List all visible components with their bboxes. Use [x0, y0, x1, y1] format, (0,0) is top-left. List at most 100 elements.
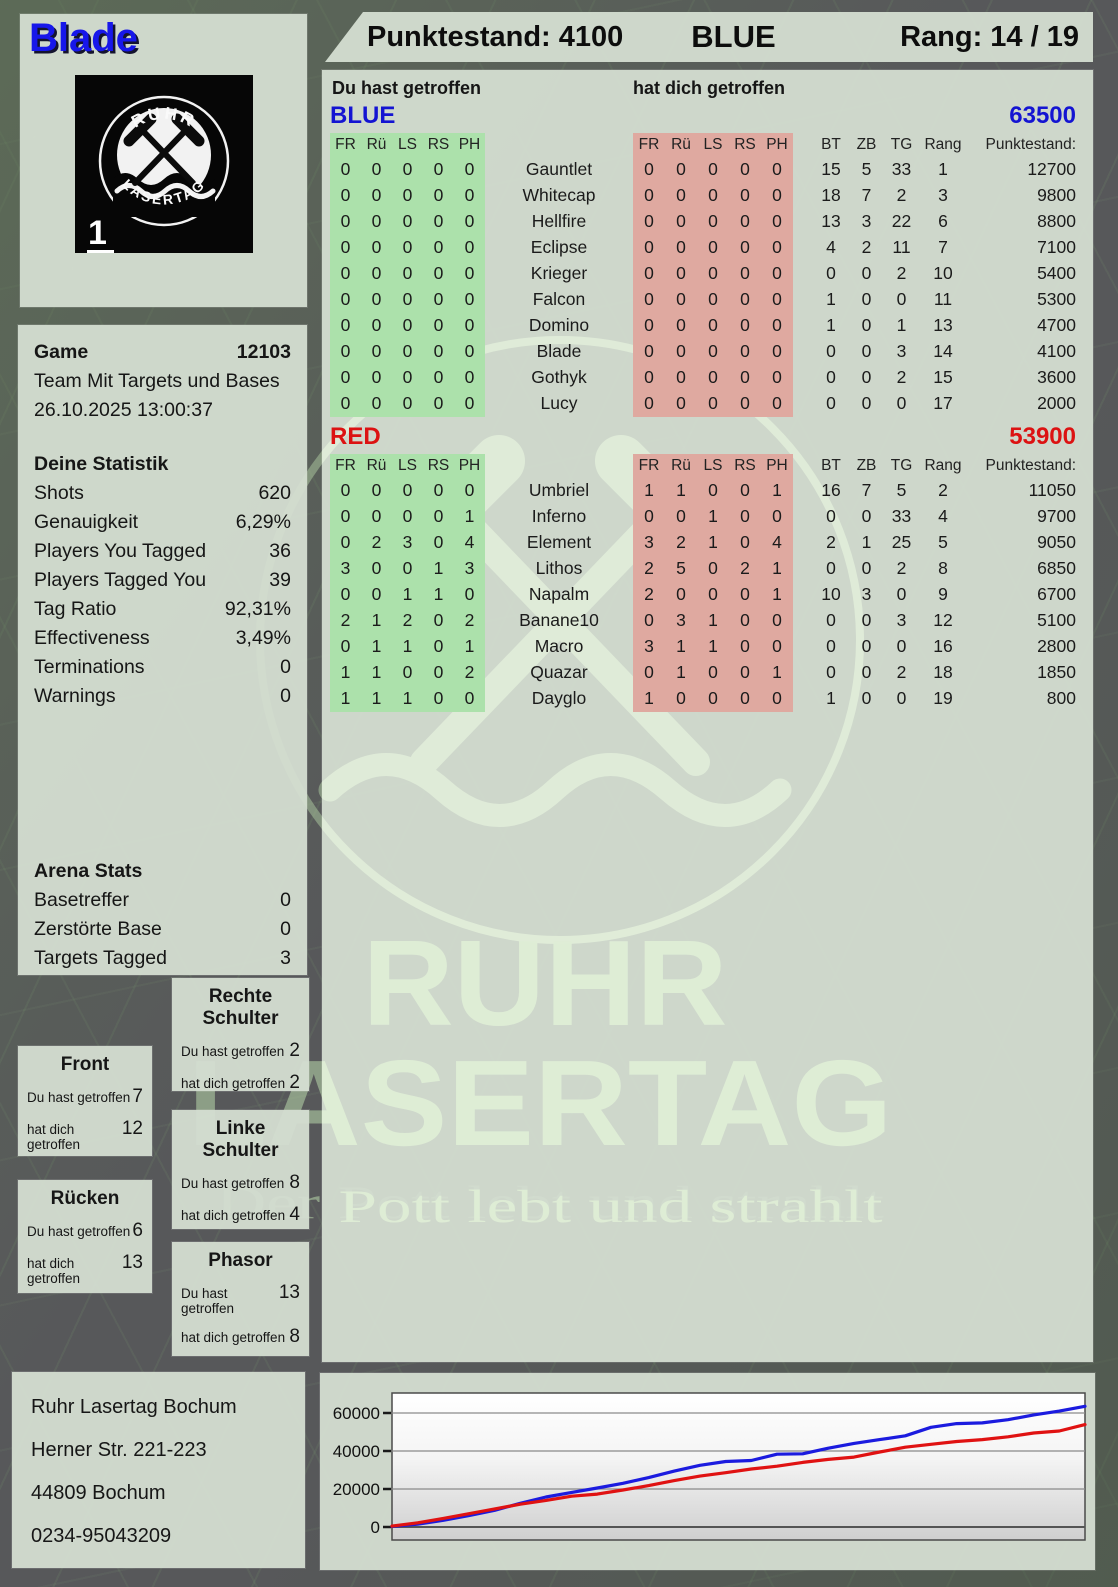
hit-you-cell: 0	[729, 287, 761, 313]
team-score-row: RED 53900	[322, 423, 1093, 454]
you-hit-cell: 0	[330, 183, 361, 209]
tg-cell: 33	[891, 506, 912, 527]
punktestand-cell: 5300	[1037, 289, 1076, 310]
arena-label: Targets Tagged	[34, 947, 167, 969]
punktestand-cell: 11050	[1028, 480, 1076, 501]
hit-you-cell: 3	[633, 530, 665, 556]
tg-cell: 2	[896, 185, 907, 206]
tg-cell: 2	[896, 263, 907, 284]
team-total: 53900	[1009, 423, 1076, 450]
hit-you-cell: 0	[633, 339, 665, 365]
col-header-stat: ZB	[856, 136, 877, 154]
zb-cell: 3	[861, 584, 872, 605]
hit-you-cell: 0	[729, 209, 761, 235]
rang-cell: 1	[938, 159, 948, 180]
you-hit-cell: 2	[361, 530, 392, 556]
hit-you-cell: 0	[761, 287, 793, 313]
tg-cell: 11	[892, 237, 911, 258]
hit-you-cell: 4	[761, 530, 793, 556]
you-hit-cell: 0	[454, 287, 485, 313]
you-hit-cell: 0	[423, 504, 454, 530]
you-hit-cell: 0	[423, 287, 454, 313]
hit-you-cell: 0	[633, 365, 665, 391]
punktestand-cell: 2000	[1037, 393, 1076, 414]
hitbox-value: 12	[121, 1118, 143, 1139]
you-hit-cell: 0	[454, 391, 485, 417]
pad	[322, 454, 330, 478]
rang-cell: 9	[938, 584, 948, 605]
hitbox-title: Linke Schulter	[202, 1118, 279, 1161]
bt-cell: 0	[826, 341, 836, 362]
col-header-hit-you: Rü	[665, 454, 697, 478]
col-header-hit-you: RS	[729, 454, 761, 478]
stat-label: Warnings	[34, 685, 116, 707]
player-row: 0 2 3 0 4 Element 3 2 1 0 4 2 1 25 5 9050	[322, 530, 1093, 556]
hit-you-cell: 0	[665, 183, 697, 209]
pad	[322, 504, 330, 530]
punktestand-cell: 800	[1046, 688, 1076, 709]
arena-value: 3	[280, 947, 291, 969]
zb-cell: 0	[861, 636, 872, 657]
rang-cell: 11	[933, 289, 953, 310]
hit-you-cell: 2	[729, 556, 761, 582]
hitbox-front: Front Du hast getroffen 7 hat dich getrof…	[18, 1046, 152, 1156]
you-hit-cell: 1	[454, 504, 485, 530]
bt-cell: 1	[826, 289, 836, 310]
tg-cell: 2	[896, 367, 907, 388]
col-header-hit-you: PH	[761, 133, 793, 157]
hit-you-cell: 0	[665, 365, 697, 391]
zb-cell: 0	[861, 688, 872, 709]
bt-cell: 10	[821, 584, 841, 605]
tg-cell: 0	[896, 688, 907, 709]
you-hit-cell: 0	[454, 478, 485, 504]
player-row: 1 1 0 0 2 Quazar 0 1 0 0 1 0 0 2 18 1850	[322, 660, 1093, 686]
bt-cell: 15	[821, 159, 841, 180]
tg-cell: 1	[896, 315, 907, 336]
hit-you-cell: 0	[697, 556, 729, 582]
rang-cell: 7	[938, 237, 948, 258]
col-header-stat: ZB	[856, 457, 877, 475]
you-hit-cell: 0	[392, 287, 423, 313]
zb-cell: 1	[861, 532, 872, 553]
rang-cell: 14	[933, 341, 953, 362]
hit-you-cell: 0	[665, 391, 697, 417]
hit-you-header: hat dich getroffen	[633, 78, 785, 98]
hit-you-cell: 1	[665, 634, 697, 660]
you-hit-cell: 0	[330, 582, 361, 608]
rang-cell: 16	[933, 636, 953, 657]
you-hit-cell: 0	[392, 313, 423, 339]
you-hit-cell: 0	[454, 235, 485, 261]
you-hit-cell: 0	[330, 504, 361, 530]
you-hit-cell: 1	[392, 582, 423, 608]
you-hit-cell: 1	[330, 660, 361, 686]
punktestand-cell: 9050	[1037, 532, 1076, 553]
venue-name: Ruhr Lasertag Bochum	[31, 1396, 237, 1418]
you-hit-cell: 0	[423, 235, 454, 261]
hit-you-cell: 0	[665, 261, 697, 287]
col-header-punktestand: Punktestand:	[985, 136, 1076, 154]
you-hit-cell: 0	[361, 556, 392, 582]
hit-you-cell: 0	[761, 183, 793, 209]
col-header-you-hit: FR	[330, 133, 361, 157]
hit-you-cell: 0	[633, 157, 665, 183]
punktestand-cell: 7100	[1037, 237, 1076, 258]
hit-you-cell: 0	[729, 608, 761, 634]
venue-city: 44809 Bochum	[31, 1482, 166, 1504]
you-hit-cell: 1	[361, 608, 392, 634]
you-hit-cell: 0	[423, 209, 454, 235]
zb-cell: 0	[861, 558, 872, 579]
col-header-punktestand: Punktestand:	[985, 457, 1076, 475]
stat-label: Players You Tagged	[34, 540, 207, 562]
pad	[322, 183, 330, 209]
hit-you-cell: 1	[697, 608, 729, 634]
hit-you-cell: 0	[761, 391, 793, 417]
you-hit-cell: 0	[361, 391, 392, 417]
player-row: 0 0 0 0 1 Inferno 0 0 1 0 0 0 0 33 4 9700	[322, 504, 1093, 530]
hit-you-cell: 0	[761, 608, 793, 634]
hit-you-cell: 0	[761, 365, 793, 391]
hit-you-cell: 0	[697, 183, 729, 209]
arena-title: Arena Stats	[34, 860, 143, 882]
player-name-cell: Krieger	[530, 263, 588, 284]
badge-number: 1	[88, 214, 107, 252]
hit-you-cell: 0	[761, 235, 793, 261]
